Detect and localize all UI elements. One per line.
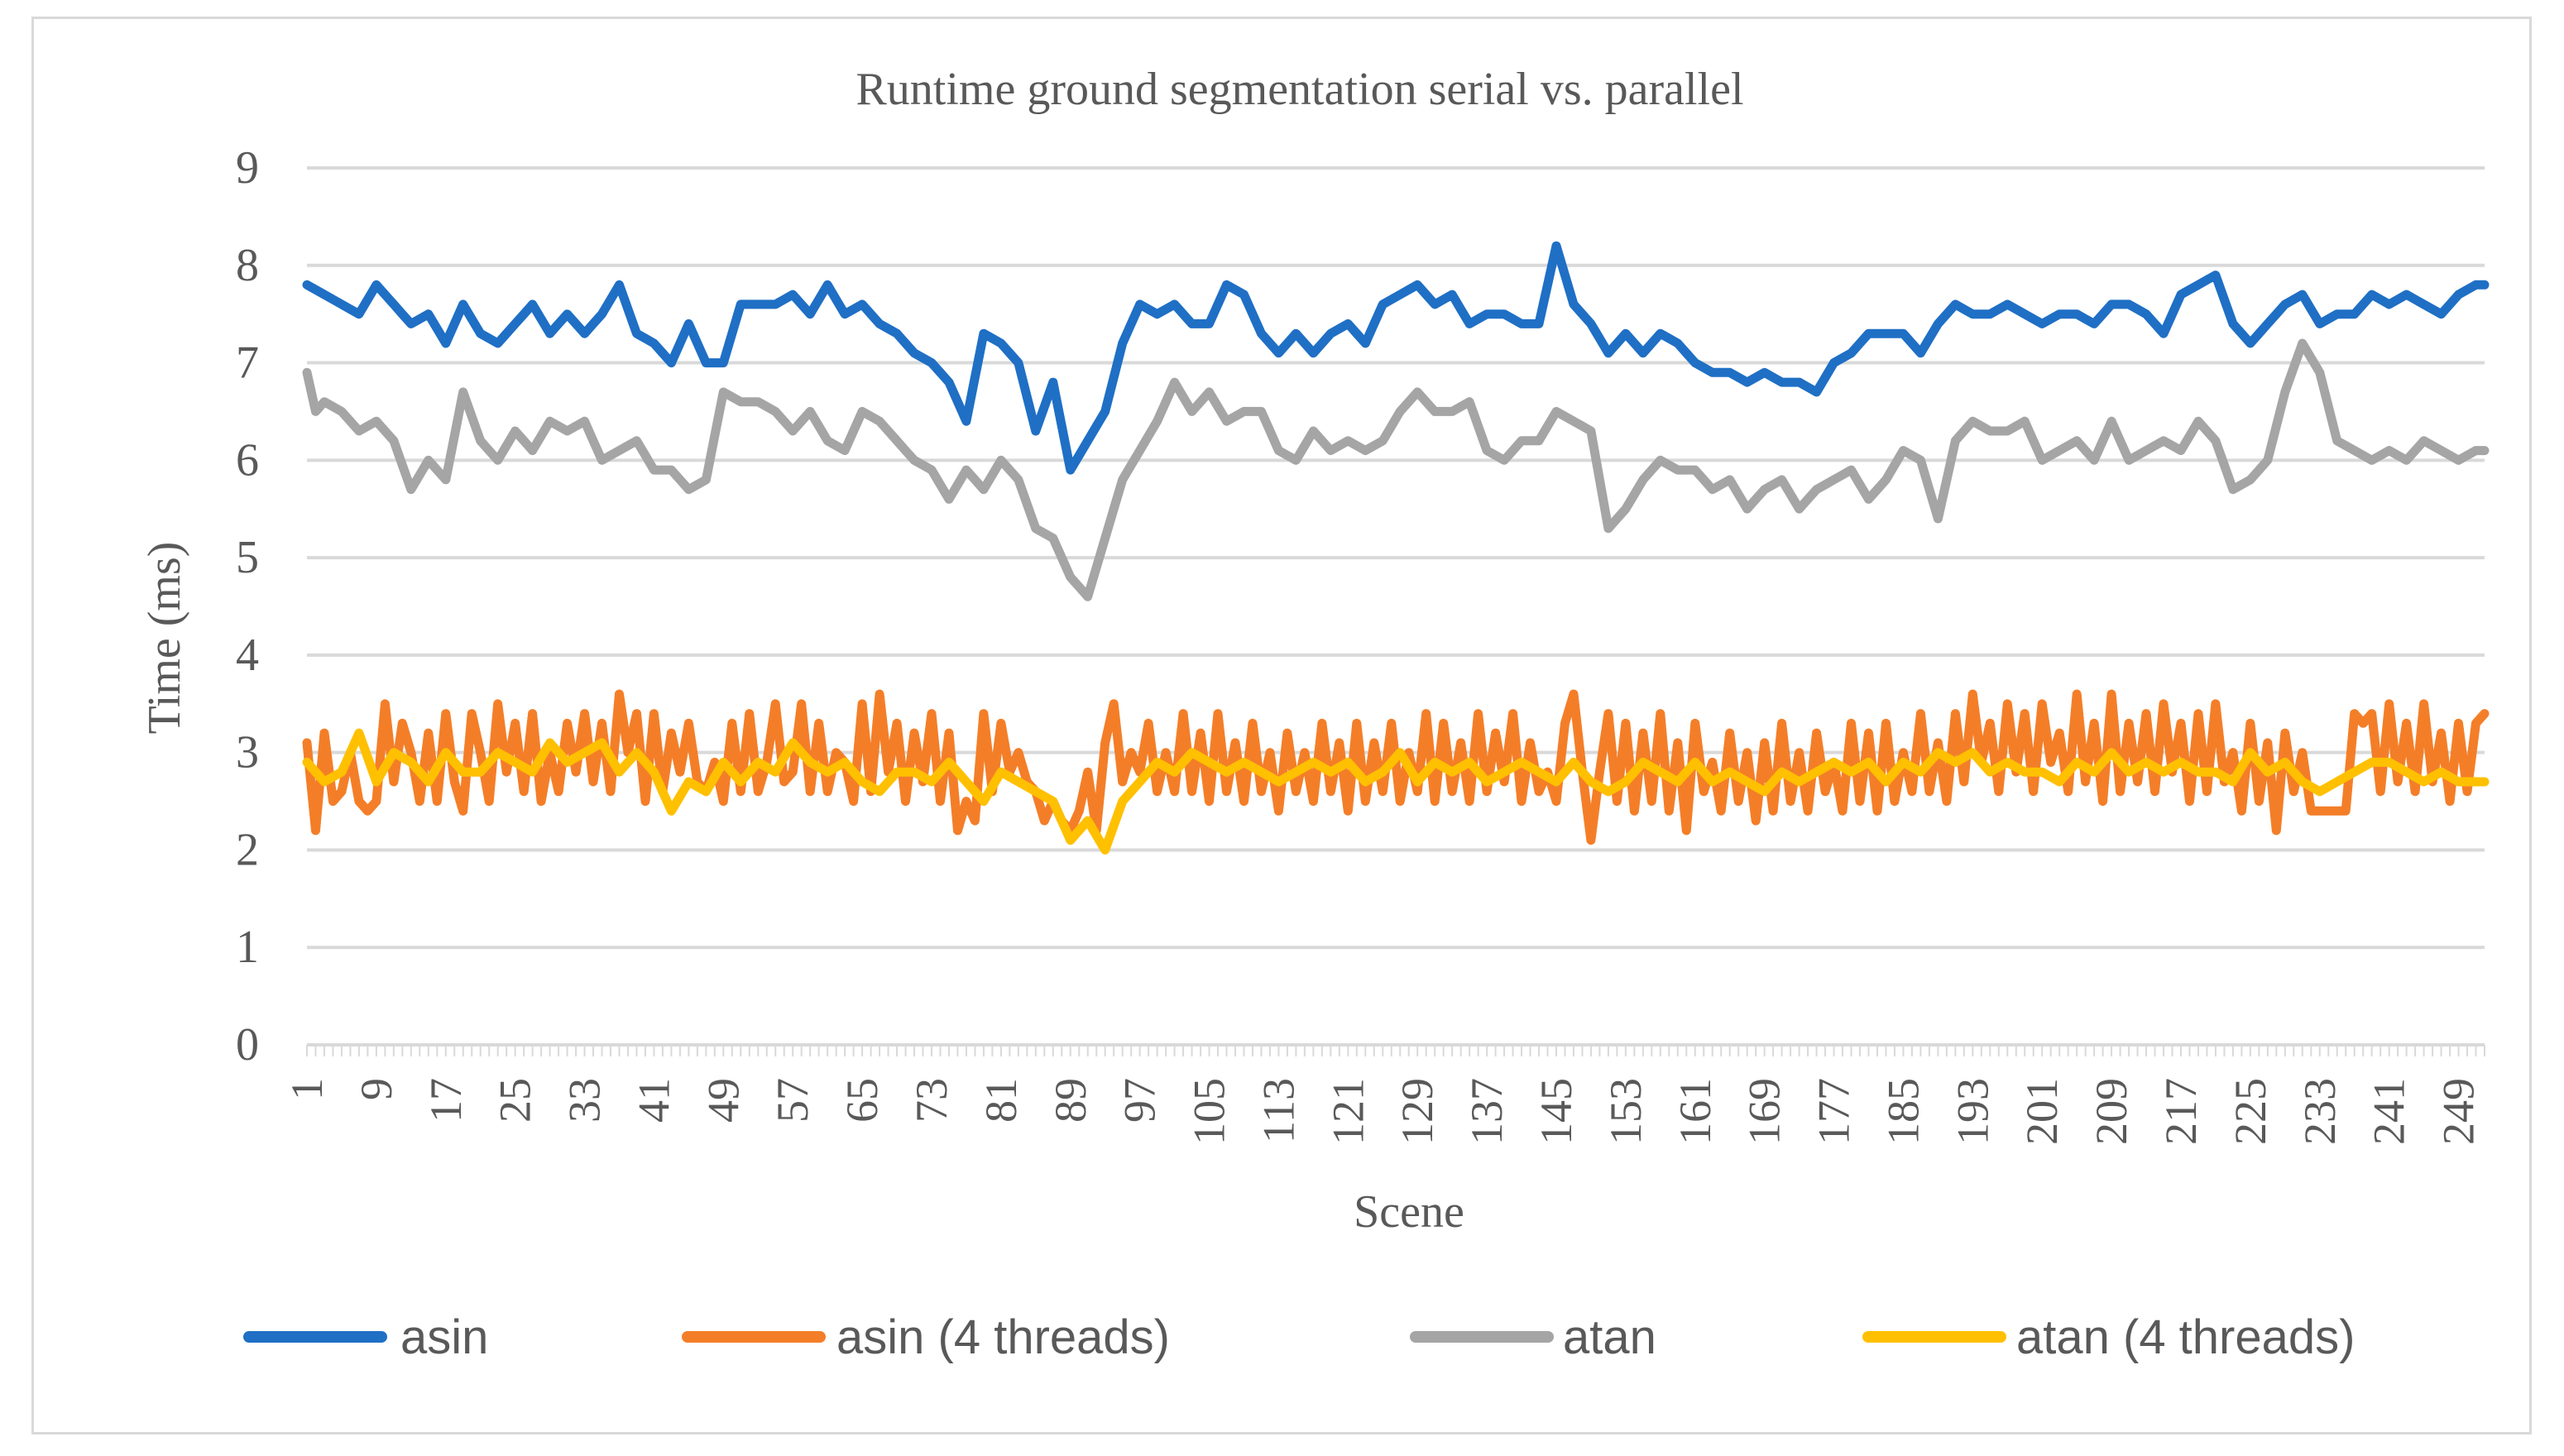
x-tick-label: 25: [491, 1078, 540, 1123]
x-tick-label: 169: [1740, 1078, 1790, 1145]
x-tick-label: 193: [1948, 1078, 1997, 1145]
x-axis-title: Scene: [1354, 1186, 1464, 1238]
x-tick-label: 121: [1323, 1078, 1373, 1145]
x-tick-label: 177: [1809, 1078, 1859, 1145]
x-tick-label: 241: [2365, 1078, 2414, 1145]
x-tick-label: 185: [1878, 1078, 1928, 1145]
x-tick-label: 9: [352, 1078, 401, 1100]
x-tick-label: 33: [560, 1078, 610, 1123]
y-tick-label: 9: [236, 142, 259, 194]
x-tick-label: 1: [282, 1078, 332, 1100]
y-tick-label: 0: [236, 1019, 259, 1070]
x-tick-label: 225: [2226, 1078, 2275, 1145]
y-tick-label: 1: [236, 922, 259, 973]
x-tick-label: 81: [976, 1078, 1026, 1123]
legend-label: atan: [1563, 1310, 1656, 1364]
legend-item: asin (4 threads): [682, 1310, 1170, 1364]
x-tick-label: 249: [2434, 1078, 2484, 1145]
x-tick-label: 113: [1253, 1078, 1303, 1143]
series-layer: [302, 241, 2490, 855]
legend-item: atan: [1410, 1310, 1656, 1364]
legend-item: atan (4 threads): [1862, 1310, 2355, 1364]
x-tick-label: 233: [2295, 1078, 2345, 1145]
chart-frame: 0 1 2 3 4 5 6 7 8 9 1 9 17 25 33 41 49 57 65 73 81 89 97 105 113…: [31, 17, 2532, 1434]
x-tick-label: 105: [1185, 1078, 1234, 1145]
x-tick-label: 65: [837, 1078, 887, 1123]
x-tick-label: 129: [1392, 1078, 1442, 1145]
x-tick-label: 41: [629, 1078, 678, 1123]
x-tick-label: 153: [1601, 1078, 1651, 1145]
legend: asin asin (4 threads) atan atan (4 threads): [243, 1310, 2355, 1364]
y-tick-label: 6: [236, 434, 259, 486]
y-tick-label: 8: [236, 240, 259, 291]
x-tick-label: 49: [698, 1078, 748, 1123]
legend-label: atan (4 threads): [2016, 1310, 2355, 1364]
series-line-atan-4-threads-: [302, 728, 2490, 855]
y-tick-label: 2: [236, 824, 259, 875]
y-axis-title: Time (ms): [139, 542, 190, 735]
x-tick-label: 217: [2156, 1078, 2206, 1145]
x-tick-label: 137: [1462, 1078, 1512, 1145]
y-tick-label: 4: [236, 630, 259, 681]
x-tick-label: 17: [421, 1078, 471, 1123]
x-tick-label: 89: [1046, 1078, 1095, 1123]
y-tick-label: 7: [236, 338, 259, 389]
series-line-asin: [302, 241, 2490, 475]
legend-item: asin: [243, 1310, 488, 1364]
y-tick-label: 5: [236, 532, 259, 583]
x-tick-label: 161: [1670, 1078, 1720, 1145]
x-tick-label: 97: [1115, 1078, 1165, 1123]
chart-title: Runtime ground segmentation serial vs. p…: [855, 64, 1743, 115]
y-tick-label: 3: [236, 727, 259, 778]
series-line-atan: [302, 338, 2490, 601]
legend-label: asin: [400, 1310, 488, 1364]
x-tick-label: 57: [768, 1078, 817, 1123]
x-tick-label: 209: [2087, 1078, 2136, 1145]
x-tick-label: 73: [907, 1078, 956, 1123]
x-tick-label: 201: [2017, 1078, 2067, 1145]
x-tick-label: 145: [1531, 1078, 1581, 1145]
legend-label: asin (4 threads): [836, 1310, 1170, 1364]
